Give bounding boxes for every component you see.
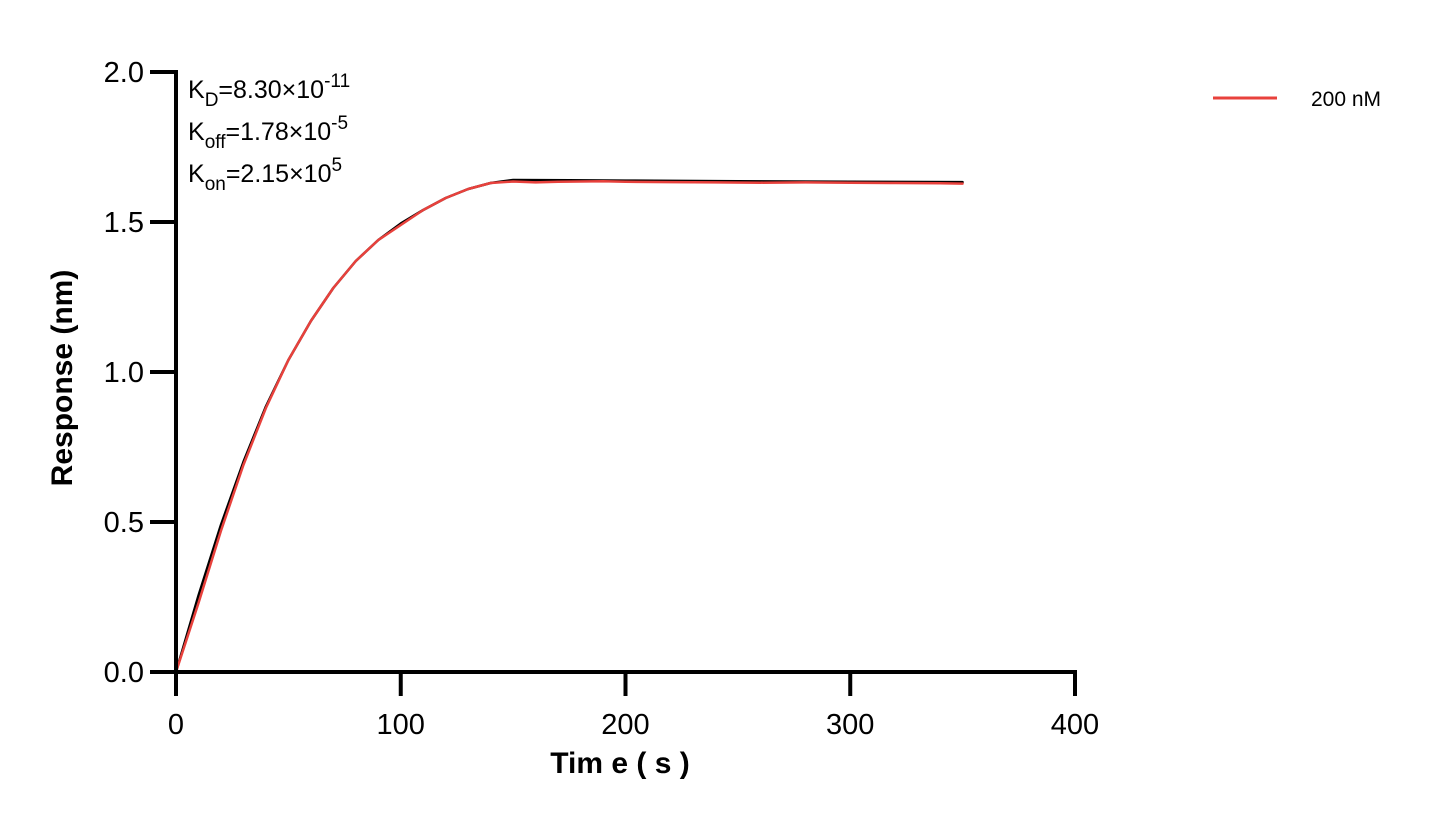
y-ticks: 0.0 0.5 1.0 1.5 2.0 — [104, 57, 176, 689]
x-axis-title: Tim e ( s ) — [550, 747, 689, 780]
x-tick-label: 0 — [168, 709, 184, 741]
legend-label-200nm: 200 nM — [1311, 88, 1381, 111]
legend: 200 nM — [1213, 88, 1381, 111]
x-ticks: 0 100 200 300 400 — [168, 672, 1099, 741]
fit-curve — [174, 178, 964, 674]
plot-area — [174, 178, 964, 674]
y-tick-label: 0.5 — [104, 507, 144, 539]
series-line-200nm — [174, 179, 964, 674]
x-tick-label: 300 — [826, 709, 874, 741]
x-tick-label: 400 — [1051, 709, 1099, 741]
y-tick-label: 0.0 — [104, 657, 144, 689]
kon-annotation: Kon=2.15×105 — [188, 155, 342, 195]
y-tick-label: 1.0 — [104, 357, 144, 389]
y-axis-title: Response (nm) — [46, 270, 79, 487]
series-layer — [174, 178, 964, 674]
x-tick-label: 100 — [377, 709, 425, 741]
x-tick-label: 200 — [601, 709, 649, 741]
axes-layer: 0.0 0.5 1.0 1.5 2.0 0 100 200 300 400 — [104, 57, 1100, 741]
kd-annotation: KD=8.30×10-11 — [188, 71, 350, 111]
y-tick-label: 2.0 — [104, 57, 144, 89]
koff-annotation: Koff=1.78×10-5 — [188, 113, 348, 153]
y-tick-label: 1.5 — [104, 207, 144, 239]
